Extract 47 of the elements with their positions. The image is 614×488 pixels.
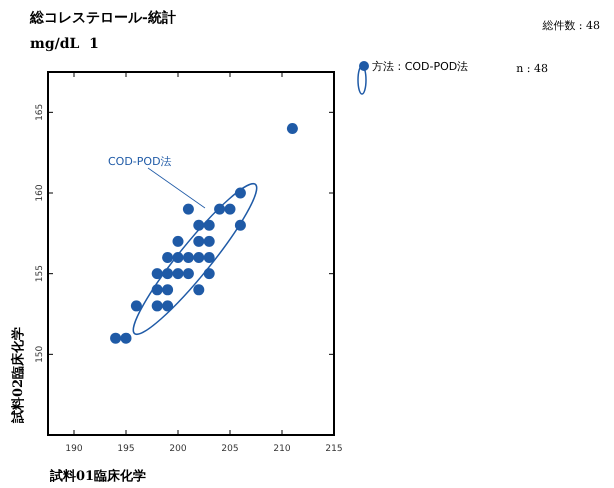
- point: [182, 252, 194, 264]
- point: [172, 252, 184, 264]
- point: [162, 300, 174, 312]
- point: [204, 268, 215, 280]
- point: [172, 236, 184, 247]
- x-tick-label: 210: [273, 444, 291, 454]
- point: [110, 332, 122, 344]
- point: [193, 236, 204, 247]
- y-tick-label: 155: [35, 265, 45, 282]
- point: [214, 204, 226, 215]
- y-tick-label: 160: [35, 184, 45, 202]
- point: [182, 268, 194, 280]
- point: [193, 220, 204, 231]
- x-axis-title: 試料01臨床化学: [49, 468, 146, 484]
- point: [162, 252, 174, 264]
- text: n : 48: [516, 62, 548, 75]
- point: [182, 204, 194, 215]
- point: [234, 220, 246, 231]
- legend-label: 方法 : COD-POD法: [372, 60, 468, 73]
- point: [120, 332, 132, 344]
- y-tick-label: 150: [35, 345, 45, 363]
- x-tick-label: 200: [169, 444, 187, 454]
- point: [234, 188, 246, 198]
- point: [152, 268, 163, 280]
- point: [224, 204, 236, 215]
- chart-subtitle: mg/dL 1: [30, 36, 99, 52]
- point: [152, 300, 163, 312]
- text: 総件数 : 48: [541, 19, 600, 32]
- y-tick-label: 165: [35, 104, 45, 121]
- point: [172, 268, 184, 280]
- point: [204, 236, 215, 247]
- point: [286, 122, 298, 134]
- point: [204, 220, 215, 231]
- x-tick-label: 205: [221, 444, 239, 454]
- point: [193, 284, 204, 296]
- point: [152, 284, 163, 296]
- x-tick-label: 190: [65, 444, 83, 454]
- chart-title: 総コレステロール-統計: [29, 10, 176, 26]
- point: [162, 284, 174, 296]
- point: [204, 252, 215, 264]
- y-axis-title: 試料02臨床化学: [10, 326, 26, 424]
- point: [162, 268, 174, 280]
- point: [193, 252, 204, 264]
- annotation: COD-POD法: [108, 155, 172, 168]
- point: [130, 300, 142, 312]
- x-tick-label: 215: [325, 444, 343, 454]
- x-tick-label: 195: [117, 444, 135, 454]
